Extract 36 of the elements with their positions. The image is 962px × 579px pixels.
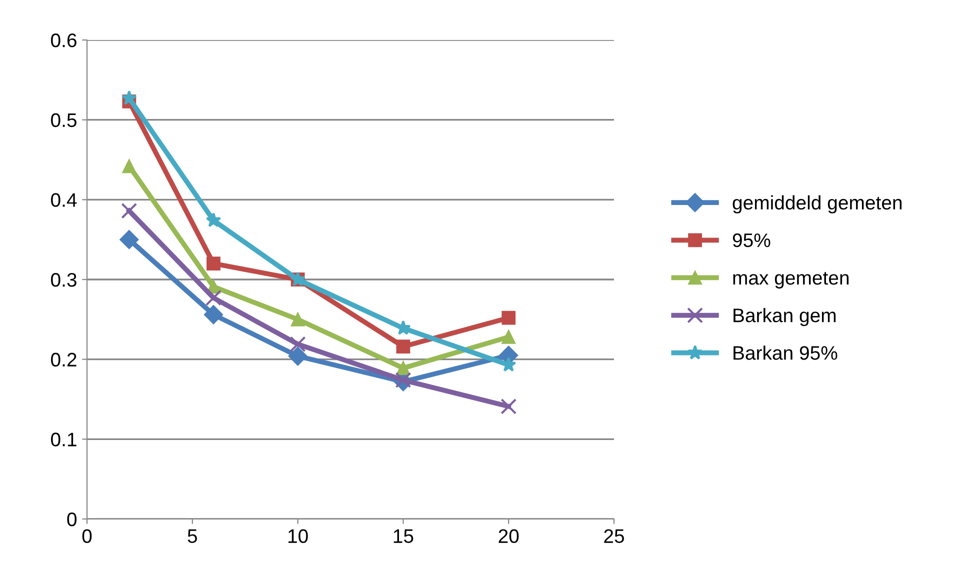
- x-tick-label: 10: [288, 529, 308, 544]
- point: [290, 336, 306, 352]
- point: [120, 230, 139, 250]
- point: [204, 305, 224, 324]
- point: [122, 90, 137, 105]
- legend-label: 95%: [732, 233, 770, 248]
- point: [500, 398, 517, 414]
- point: [121, 202, 138, 219]
- legend-label: Barkan 95%: [734, 346, 838, 360]
- point: [206, 212, 222, 228]
- point: [206, 256, 220, 270]
- legend-label: Barkan gem: [734, 308, 836, 326]
- point: [290, 312, 305, 326]
- y-tick-label: 0.3: [51, 272, 76, 287]
- y-tick-label: 0.1: [51, 432, 76, 446]
- point: [205, 290, 222, 306]
- x-tick-label: 25: [604, 529, 624, 544]
- x-tick-label: 20: [498, 529, 519, 544]
- point: [502, 330, 516, 344]
- y-tick-label: 0.2: [51, 352, 76, 367]
- legend-label: max gemeten: [733, 272, 849, 289]
- point: [395, 372, 412, 388]
- point: [502, 310, 516, 325]
- x-tick-label: 15: [394, 529, 414, 544]
- point: [288, 346, 308, 366]
- point: [396, 320, 411, 335]
- y-tick-label: 0.6: [51, 33, 76, 48]
- y-tick-label: 0.4: [51, 193, 77, 207]
- y-tick-label: 0: [67, 512, 77, 526]
- point: [396, 340, 410, 354]
- x-tick-label: 0: [82, 529, 92, 544]
- legend-label: gemiddeld gemeten: [732, 195, 902, 214]
- point: [396, 361, 410, 376]
- y-tick-label: 0.5: [51, 113, 76, 128]
- x-tick-label: 5: [188, 529, 197, 544]
- point: [122, 159, 136, 174]
